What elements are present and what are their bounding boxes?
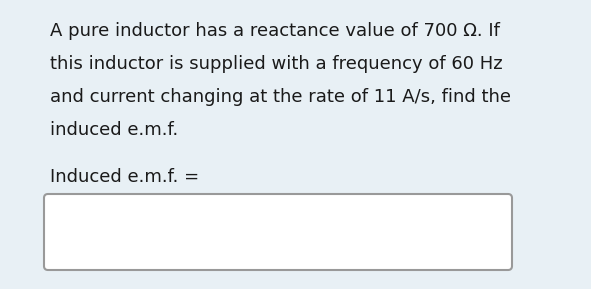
Text: and current changing at the rate of 11 A/s, find the: and current changing at the rate of 11 A… — [50, 88, 511, 106]
Text: A pure inductor has a reactance value of 700 Ω. If: A pure inductor has a reactance value of… — [50, 22, 500, 40]
FancyBboxPatch shape — [44, 194, 512, 270]
Text: induced e.m.f.: induced e.m.f. — [50, 121, 178, 139]
Text: Induced e.m.f. =: Induced e.m.f. = — [50, 168, 199, 186]
Text: this inductor is supplied with a frequency of 60 Hz: this inductor is supplied with a frequen… — [50, 55, 502, 73]
